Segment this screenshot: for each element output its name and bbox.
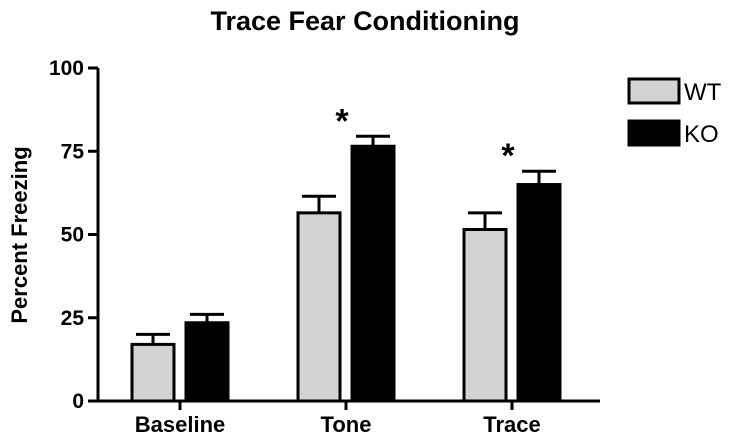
legend-swatch-wt (627, 77, 681, 105)
bar-tone-ko (350, 144, 396, 403)
bars: ** (130, 102, 562, 403)
bar-trace-ko (516, 183, 562, 403)
bar-baseline-wt (130, 342, 176, 403)
legend-label-wt: WT (684, 79, 722, 106)
bar-trace-wt (462, 228, 508, 403)
y-tick-label-2: 50 (61, 224, 84, 247)
x-tick-label-tone: Tone (321, 412, 372, 437)
legend-swatch-ko (627, 119, 681, 147)
significance-marker-trace: * (501, 137, 515, 175)
y-tick-label-0: 0 (72, 390, 84, 413)
y-tick-label-4: 100 (49, 57, 84, 80)
axes: 0 25 50 75 100 Baseline Tone Trace (49, 57, 600, 437)
bar-tone-wt (296, 211, 342, 403)
significance-marker-tone: * (335, 102, 349, 140)
y-axis-label: Percent Freezing (7, 146, 32, 323)
y-tick-label-3: 75 (61, 140, 85, 163)
bar-baseline-ko (184, 321, 230, 403)
x-tick-label-trace: Trace (483, 412, 541, 437)
chart-title: Trace Fear Conditioning (210, 6, 519, 36)
x-tick-label-baseline: Baseline (135, 412, 226, 437)
legend-label-ko: KO (684, 121, 719, 148)
y-tick-label-1: 25 (61, 307, 85, 330)
legend: WT KO (627, 77, 722, 148)
